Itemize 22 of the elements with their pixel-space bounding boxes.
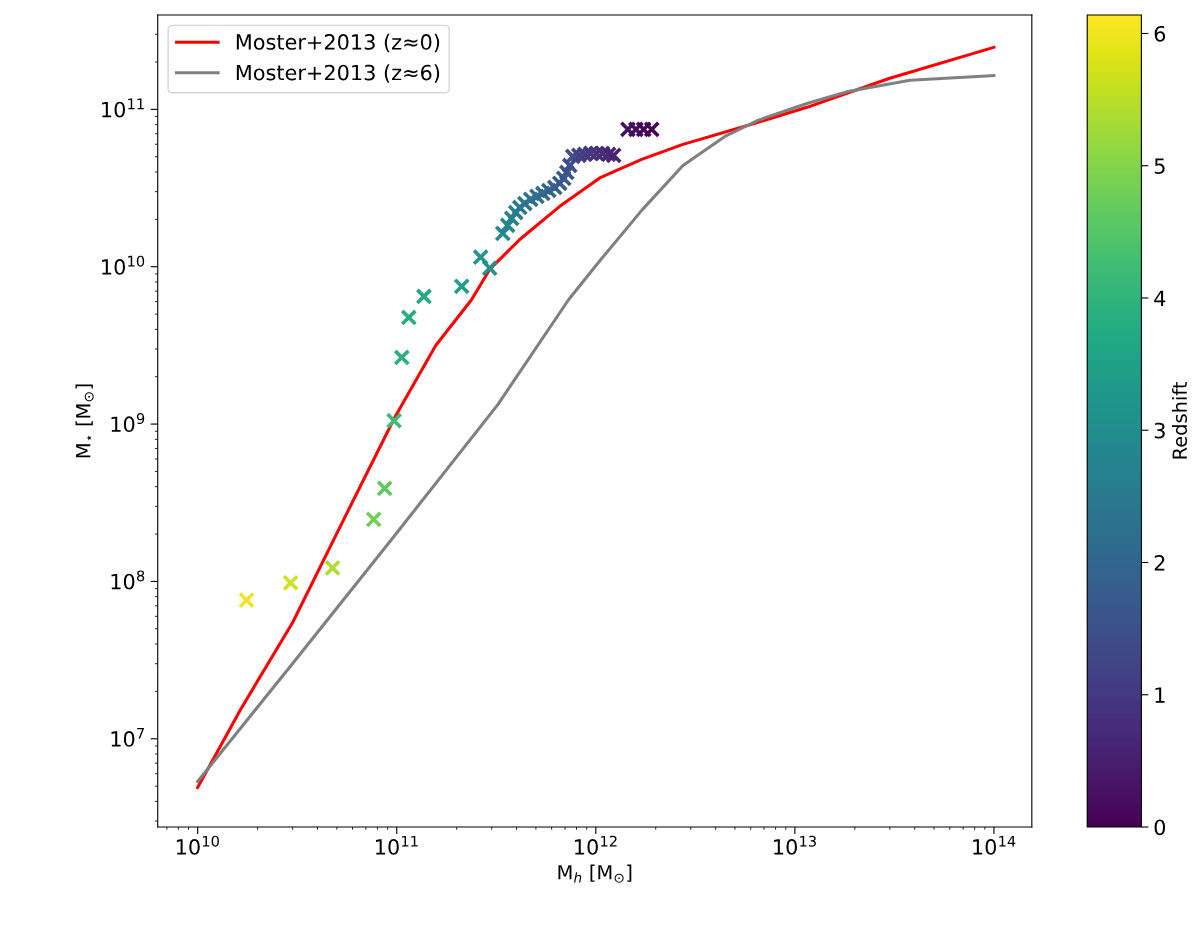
x-tick-label: 10$^{11}$: [376, 835, 418, 855]
x-tick-label: 10$^{14}$: [973, 835, 1016, 855]
x-tick-label: 10$^{13}$: [774, 835, 816, 855]
color-bar-label: 5: [1154, 158, 1165, 174]
y-tick-label: 10$^{10}$: [102, 255, 145, 275]
y-tick-label: 10$^{11}$: [102, 98, 144, 118]
y-axis-title: M$_{⋆}$ [M$_{⊙}$]: [75, 384, 94, 458]
color-bar-label: 6: [1154, 25, 1166, 42]
y-tick-label: 10$^{9}$: [111, 413, 145, 433]
color-bar-title: Redshift: [1172, 381, 1188, 459]
color-bar-label: 1: [1155, 687, 1165, 703]
color-bar-label: 3: [1154, 422, 1165, 439]
legend-label: Moster+2013 (z≈0): [236, 33, 440, 53]
color-bar-label: 0: [1154, 819, 1166, 836]
legend-label: Moster+2013 (z≈6): [236, 64, 440, 83]
x-tick-label: 10$^{10}$: [176, 835, 219, 855]
color-bar-label: 2: [1154, 554, 1165, 571]
y-tick-label: 10$^{8}$: [111, 570, 145, 590]
x-tick-label: 10$^{12}$: [575, 835, 617, 855]
color-bar-label: 4: [1154, 290, 1166, 306]
y-tick-label: 10$^{7}$: [111, 727, 144, 747]
x-axis-title: M$_{h}$ [M$_{⊙}$]: [558, 864, 632, 883]
